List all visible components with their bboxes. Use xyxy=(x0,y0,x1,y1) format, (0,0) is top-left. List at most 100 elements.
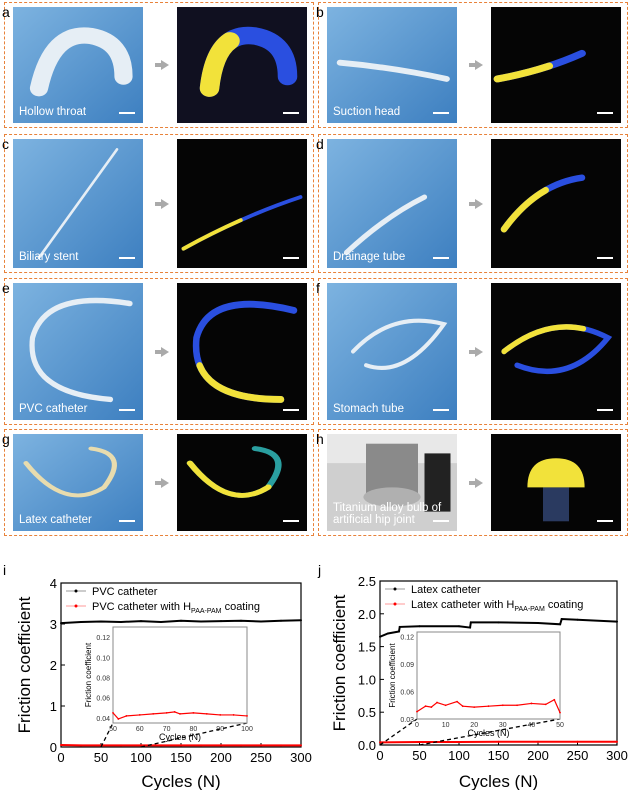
y-axis-label: Friction coefficient xyxy=(330,594,349,731)
data-point xyxy=(60,622,62,625)
scale-bar xyxy=(283,520,299,522)
scale-bar xyxy=(283,257,299,259)
inset-data-point xyxy=(192,711,195,714)
x-tick-label: 0 xyxy=(57,750,64,765)
inset-x-tick-label: 80 xyxy=(190,726,198,733)
before-photo: PVC catheter xyxy=(13,283,143,420)
before-photo: Suction head xyxy=(327,7,457,123)
data-point xyxy=(469,626,472,629)
y-tick-label: 0.5 xyxy=(358,705,376,720)
x-tick-label: 300 xyxy=(606,748,628,763)
panel-letter: a xyxy=(2,4,10,20)
after-photo xyxy=(491,283,621,420)
scale-bar xyxy=(119,409,135,411)
x-tick-label: 300 xyxy=(290,750,312,765)
after-photo xyxy=(177,7,307,123)
y-tick-label: 3 xyxy=(50,617,57,632)
inset-data-point xyxy=(516,704,518,707)
before-photo: Stomach tube xyxy=(327,283,457,420)
scale-bar xyxy=(597,520,613,522)
inset-y-tick-label: 0.12 xyxy=(400,635,414,642)
y-tick-label: 1 xyxy=(50,699,57,714)
x-axis-label: Cycles (N) xyxy=(459,772,538,790)
x-tick-label: 150 xyxy=(170,750,192,765)
data-point xyxy=(386,632,389,635)
after-photo xyxy=(177,283,307,420)
inset-y-tick-label: 0.08 xyxy=(96,676,110,683)
scale-bar xyxy=(433,257,449,259)
data-point xyxy=(397,630,400,633)
x-tick-label: 100 xyxy=(130,750,152,765)
device-label: Drainage tube xyxy=(333,251,406,263)
data-point xyxy=(260,744,262,747)
data-point xyxy=(559,623,562,626)
data-point xyxy=(260,620,262,623)
inset-data-point xyxy=(125,715,128,717)
inset-x-tick-label: 50 xyxy=(556,722,564,729)
inset-data-point xyxy=(456,700,458,703)
inset-data-point xyxy=(473,706,476,708)
inset-data-point xyxy=(232,714,235,716)
scale-bar xyxy=(597,409,613,411)
device-shape xyxy=(336,59,450,82)
before-photo: Hollow throat xyxy=(13,7,143,123)
inset-y-tick-label: 0.12 xyxy=(96,635,110,642)
y-tick-label: 2 xyxy=(50,658,57,673)
data-point xyxy=(120,620,122,623)
y-tick-label: 4 xyxy=(50,576,57,591)
panel-letter: f xyxy=(316,280,320,296)
data-point xyxy=(537,740,539,743)
x-tick-label: 200 xyxy=(210,750,232,765)
data-point xyxy=(300,744,302,747)
zoom-connector xyxy=(100,722,114,748)
data-point xyxy=(458,625,460,628)
device-label: Suction head xyxy=(333,106,401,118)
data-point xyxy=(280,744,282,747)
scale-bar xyxy=(597,112,613,114)
data-point xyxy=(200,744,202,747)
scale-bar xyxy=(119,520,135,522)
panel-b: Suction head xyxy=(318,2,628,128)
panel-letter: j xyxy=(317,562,321,578)
x-tick-label: 50 xyxy=(94,750,108,765)
data-point xyxy=(120,744,122,747)
before-photo: Biliary stent xyxy=(13,139,143,268)
panel-c: Biliary stent xyxy=(4,134,314,273)
data-point xyxy=(220,620,222,623)
inset-y-label: Friction coefficient xyxy=(84,642,93,707)
inset-data-point xyxy=(205,713,208,715)
panel-g: Latex catheter xyxy=(4,429,314,536)
y-tick-label: 0 xyxy=(50,740,57,755)
inset-data-point xyxy=(487,705,490,708)
panel-letter: g xyxy=(2,431,10,447)
coated-section xyxy=(500,174,586,233)
x-tick-label: 0 xyxy=(376,748,383,763)
coated-section xyxy=(186,446,282,498)
coated-section xyxy=(199,26,298,97)
inset-x-tick-label: 100 xyxy=(241,726,253,733)
legend-entry: PVC catheter xyxy=(92,586,158,598)
inset-x-label: Cycles (N) xyxy=(468,728,510,738)
inset-x-tick-label: 90 xyxy=(216,726,224,733)
inset-data-point xyxy=(138,714,141,716)
inset-frame xyxy=(416,631,561,720)
data-point xyxy=(160,620,162,623)
y-tick-label: 0.0 xyxy=(358,738,376,753)
data-point xyxy=(379,635,381,638)
data-point xyxy=(300,619,302,622)
inset-data-point xyxy=(444,704,447,707)
data-point xyxy=(220,744,222,747)
after-photo xyxy=(491,7,621,123)
inset-x-tick-label: 60 xyxy=(136,726,144,733)
scale-bar xyxy=(433,520,449,522)
device-label: Titanium alloy bulb of artificial hip jo… xyxy=(333,502,442,526)
legend-marker xyxy=(393,602,397,606)
inset-data-point xyxy=(424,705,427,708)
inset-y-tick-label: 0.10 xyxy=(96,655,110,662)
y-tick-label: 2.0 xyxy=(358,607,376,622)
data-point xyxy=(458,741,460,744)
device-label: Latex catheter xyxy=(19,514,92,526)
inset-frame xyxy=(112,626,248,724)
data-point xyxy=(616,620,618,623)
